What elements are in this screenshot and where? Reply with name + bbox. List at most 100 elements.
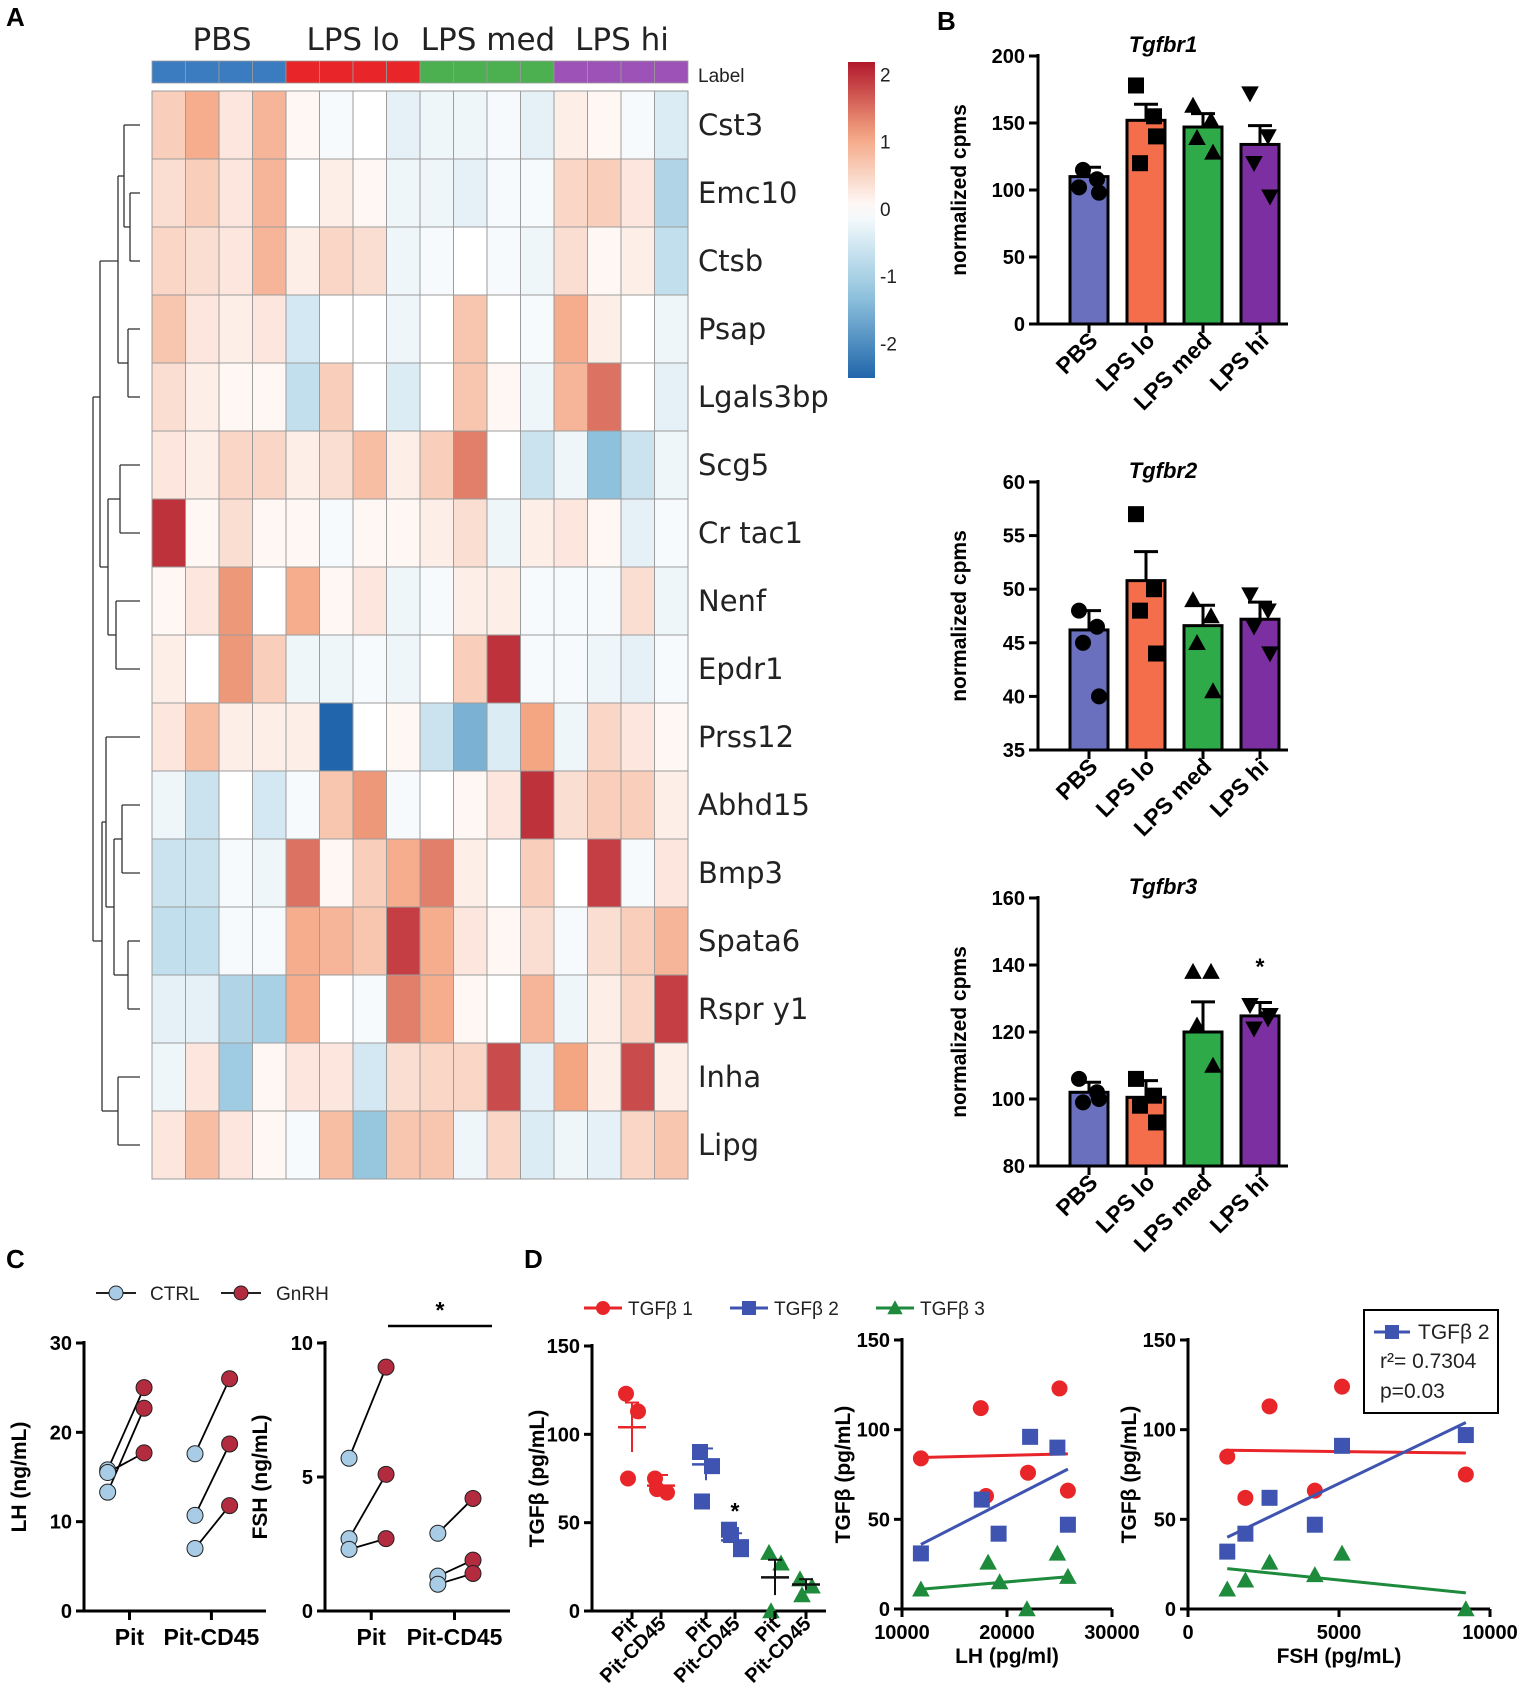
data-point [1132,155,1148,172]
heatmap-cell [319,1110,354,1180]
heatmap-cell [620,498,655,568]
fit-line [920,1467,1069,1546]
heatmap-cell [218,498,253,568]
y-tick-label: 40 [1003,686,1025,708]
gene-label: Abhd15 [698,788,810,822]
heatmap-cell [654,634,689,704]
data-point [1128,1070,1144,1087]
heatmap-cell [352,498,387,568]
y-axis-title: normalized cpms [948,104,971,276]
heatmap-cell [553,1110,588,1180]
x-tick-label: LPS hi [1205,753,1274,822]
chart-title: Tgfbr3 [1129,874,1197,899]
x-axis-title: FSH (pg/mL) [1277,1645,1402,1668]
heatmap-cell [453,634,488,704]
y-tick-label: 160 [992,888,1025,910]
annotation-cell [319,60,354,84]
panel-label-a: A [6,2,25,32]
gene-label: Lgals3bp [698,380,829,414]
heatmap-cell [453,974,488,1044]
panel-label-b: B [937,6,956,36]
gene-label: Prss12 [698,720,794,754]
heatmap-cell [587,498,622,568]
heatmap-cell [419,1042,454,1112]
heatmap-cell [419,702,454,772]
heatmap-cell [419,362,454,432]
heatmap-cell [319,430,354,500]
heatmap-cell [620,158,655,228]
gene-label: Inha [698,1060,761,1094]
ctrl-point [429,1524,447,1542]
data-point [1202,111,1220,128]
heatmap-cell [620,634,655,704]
heatmap-cell [419,226,454,296]
data-point [912,1580,930,1597]
gene-label: Nenf [698,584,767,618]
y-axis-title: LH (ng/mL) [8,1422,31,1533]
heatmap-cell [419,1110,454,1180]
heatmap-cell [486,226,521,296]
data-point [1089,171,1105,188]
heatmap-cell [520,770,555,840]
heatmap-cell [352,294,387,364]
heatmap-cell [319,362,354,432]
data-point [1022,1428,1039,1445]
heatmap-cell [386,702,421,772]
heatmap-cell [453,498,488,568]
data-point [1188,1016,1206,1033]
gnrh-point [135,1444,153,1462]
heatmap-cell [587,906,622,976]
gene-label: Lipg [698,1128,759,1162]
y-tick-label: 150 [857,1330,890,1352]
heatmap-cell [185,90,220,160]
y-tick-label: 140 [992,955,1025,977]
heatmap-cell [386,90,421,160]
data-point [1148,128,1164,145]
heatmap-cell [587,566,622,636]
ctrl-point [429,1575,447,1593]
heatmap-cell [419,974,454,1044]
heatmap-cell [352,566,387,636]
data-point [694,1493,710,1510]
heatmap-cell [520,906,555,976]
significance-marker: * [1256,954,1265,980]
heatmap-cell [453,702,488,772]
heatmap-cell [486,362,521,432]
data-point [1075,161,1091,178]
data-point [1132,1097,1148,1114]
annotation-cell [285,60,320,84]
y-axis-title: normalized cpms [948,946,971,1118]
heatmap-cell [218,634,253,704]
heatmap-cell [151,294,186,364]
pair-line [194,1443,231,1516]
heatmap-cell [252,362,287,432]
heatmap-cell [252,158,287,228]
data-point [1219,1448,1236,1465]
heatmap-cell [453,1110,488,1180]
heatmap-cell [352,770,387,840]
x-tick-label: PBS [1051,1169,1103,1221]
heatmap-cell [185,430,220,500]
y-tick-label: 150 [1143,1330,1176,1352]
heatmap-cell [654,294,689,364]
heatmap-cell [520,702,555,772]
color-scale-tick: 1 [880,133,891,154]
heatmap-cell [453,770,488,840]
significance-marker: * [731,1498,740,1524]
heatmap-cell [319,566,354,636]
y-tick-label: 150 [547,1336,580,1358]
data-point [1075,1094,1091,1111]
data-point [704,1458,720,1475]
heatmap-cell [218,1042,253,1112]
heatmap-cell [285,634,320,704]
data-point [1091,1091,1107,1107]
data-point [979,1553,997,1570]
heatmap-cell [252,566,287,636]
legend-gnrh-label: GnRH [276,1284,329,1305]
annotation-cell [486,60,521,84]
data-point [1241,587,1259,604]
heatmap-cell [352,634,387,704]
heatmap-cell [285,90,320,160]
y-tick-label: 0 [302,1601,313,1623]
y-tick-label: 100 [992,180,1025,202]
